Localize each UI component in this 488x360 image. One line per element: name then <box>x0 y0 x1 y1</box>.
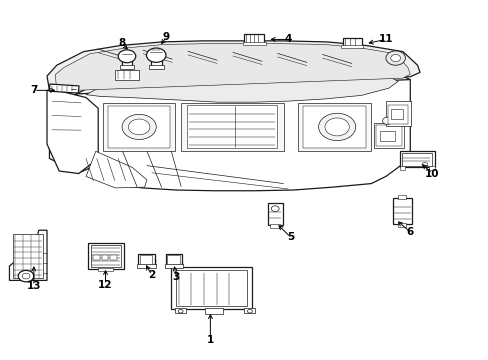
Bar <box>397 195 405 199</box>
Bar <box>340 45 363 48</box>
Circle shape <box>247 310 252 313</box>
Bar <box>385 101 410 126</box>
Bar <box>140 255 152 264</box>
Bar <box>137 264 156 268</box>
Bar <box>181 103 283 151</box>
Bar <box>402 153 431 166</box>
Bar <box>176 270 246 306</box>
Circle shape <box>382 117 391 125</box>
Text: 8: 8 <box>118 38 125 48</box>
Polygon shape <box>47 90 98 174</box>
Circle shape <box>128 119 150 135</box>
Circle shape <box>18 270 34 282</box>
Bar <box>120 65 134 69</box>
Bar <box>387 105 407 125</box>
Bar <box>342 38 361 46</box>
Text: 6: 6 <box>406 227 413 237</box>
Text: 4: 4 <box>284 35 291 44</box>
Bar <box>164 264 183 268</box>
Bar <box>165 253 182 265</box>
Circle shape <box>178 310 183 313</box>
Bar <box>267 203 282 225</box>
Bar <box>110 255 117 260</box>
Bar <box>244 34 264 43</box>
Bar <box>93 255 100 260</box>
Text: 3: 3 <box>172 272 180 282</box>
Bar <box>397 223 405 226</box>
Polygon shape <box>55 44 409 91</box>
Text: 9: 9 <box>163 32 170 42</box>
Bar <box>13 234 43 278</box>
Polygon shape <box>76 80 409 191</box>
Text: 12: 12 <box>98 280 113 290</box>
Bar <box>428 166 434 170</box>
Bar <box>149 65 163 69</box>
Bar <box>115 69 139 80</box>
Circle shape <box>118 50 136 63</box>
Bar <box>49 84 79 93</box>
Polygon shape <box>49 94 132 173</box>
Circle shape <box>385 51 405 65</box>
Bar <box>167 255 180 264</box>
Bar <box>303 106 366 148</box>
Polygon shape <box>47 41 419 90</box>
Bar <box>138 254 155 265</box>
Text: 1: 1 <box>206 334 214 345</box>
Bar <box>151 59 161 66</box>
Bar <box>373 123 403 148</box>
Circle shape <box>325 118 348 136</box>
Polygon shape <box>86 59 397 102</box>
Bar <box>392 198 411 224</box>
Circle shape <box>122 114 156 139</box>
Bar <box>88 243 123 269</box>
Circle shape <box>22 273 30 279</box>
Bar <box>379 131 394 140</box>
Bar <box>270 224 280 228</box>
Circle shape <box>271 206 279 212</box>
Bar <box>91 245 121 267</box>
Circle shape <box>318 113 355 140</box>
Bar <box>390 109 402 119</box>
Bar <box>375 126 401 146</box>
Text: 13: 13 <box>26 281 41 291</box>
Text: 10: 10 <box>424 168 439 179</box>
Text: 5: 5 <box>286 232 294 242</box>
Bar <box>399 151 434 167</box>
Circle shape <box>146 48 165 62</box>
Bar <box>242 41 265 45</box>
Polygon shape <box>86 151 147 188</box>
Bar <box>102 255 108 260</box>
Polygon shape <box>76 56 409 100</box>
Text: 2: 2 <box>148 270 155 280</box>
Bar <box>399 166 405 170</box>
Bar <box>298 103 370 151</box>
Bar <box>122 59 132 66</box>
Polygon shape <box>9 230 47 280</box>
Bar <box>171 267 251 309</box>
Text: 7: 7 <box>30 85 38 95</box>
Text: 11: 11 <box>378 35 392 44</box>
Circle shape <box>390 54 400 62</box>
Bar <box>103 103 175 150</box>
Bar <box>98 268 113 271</box>
Bar <box>175 308 185 314</box>
Bar <box>205 308 222 315</box>
Bar <box>108 107 170 148</box>
Bar <box>186 105 277 148</box>
Circle shape <box>421 162 427 167</box>
Bar <box>244 308 255 314</box>
